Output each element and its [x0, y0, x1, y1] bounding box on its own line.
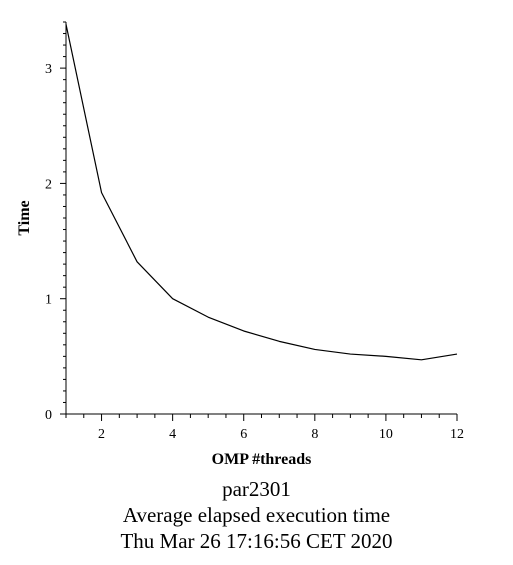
- x-tick-label: 2: [98, 427, 105, 442]
- y-tick-label: 3: [45, 62, 52, 77]
- y-tick-label: 1: [45, 293, 52, 308]
- series: [66, 24, 457, 360]
- y-tick-label: 0: [45, 408, 52, 423]
- y-tick-label: 2: [45, 177, 52, 192]
- caption-timestamp: Thu Mar 26 17:16:56 CET 2020: [0, 528, 513, 554]
- x-tick-label: 4: [169, 427, 176, 442]
- x-tick-label: 6: [240, 427, 247, 442]
- caption-subtitle: Average elapsed execution time: [0, 502, 513, 528]
- caption-title: par2301: [0, 476, 513, 502]
- ticks: [60, 22, 457, 421]
- x-tick-label: 8: [311, 427, 318, 442]
- series-line: [66, 24, 457, 360]
- axes: [66, 22, 457, 414]
- x-tick-label: 12: [450, 427, 464, 442]
- y-axis-title: Time: [16, 200, 33, 235]
- x-axis-title: OMP #threads: [212, 451, 312, 468]
- x-tick-label: 10: [379, 427, 393, 442]
